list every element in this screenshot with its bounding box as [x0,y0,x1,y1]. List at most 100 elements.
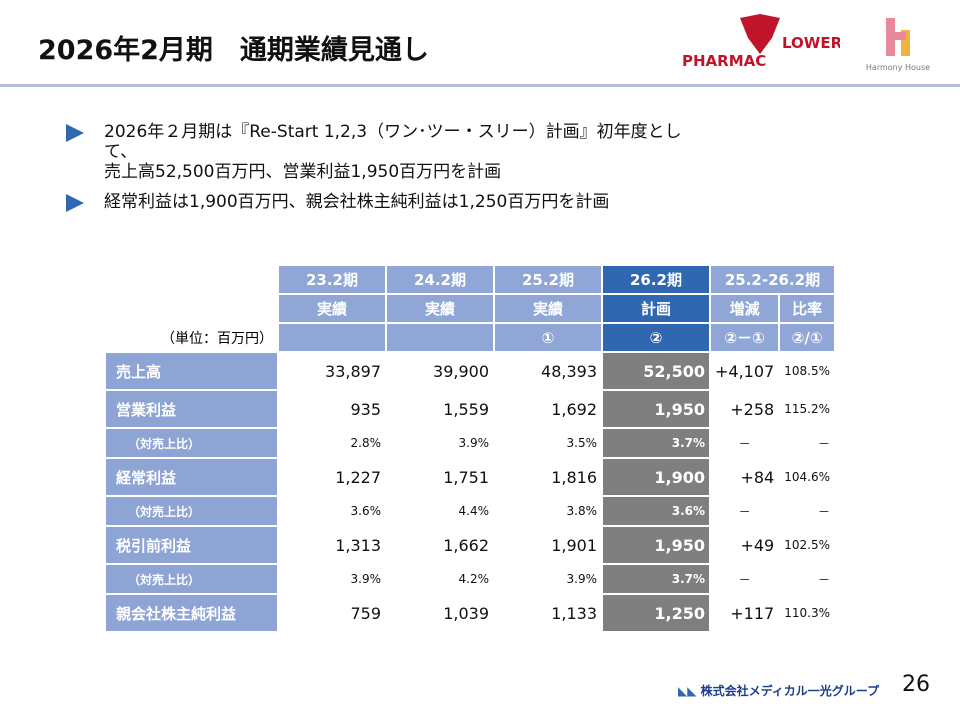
cell: 52,500 [603,353,709,389]
cell: 1,662 [443,535,489,555]
cell: 1,751 [443,467,489,487]
cell: 1,900 [603,459,709,495]
data-row: 親会社株主純利益 759 1,039 1,133 1,250 +117 110.3% [106,595,834,631]
cell: 1,950 [603,391,709,427]
logo-pharmaflower: PHARMAC LOWER [682,14,840,70]
blank [106,266,277,293]
data-row: 経常利益 1,227 1,751 1,816 1,900 +84 104.6% [106,459,834,495]
cell: － [738,504,751,519]
row-label: （対売上比） [106,429,277,457]
cell: 4.2% [458,572,490,586]
data-row: 営業利益 935 1,559 1,692 1,950 +258 115.2% [106,391,834,427]
cell: － [817,504,830,519]
cell: +258 [730,399,775,419]
cell: 1,039 [443,603,489,623]
period-header: 26.2期 [603,266,709,293]
row-label: 経常利益 [106,459,277,495]
cell: +4,107 [715,361,775,381]
cell: 1,901 [551,535,597,555]
data-row: 売上高 33,897 39,900 48,393 52,500 +4,107 108.5% [106,353,834,389]
kind-header: 実績 [279,295,385,322]
header-rule [0,84,960,87]
data-row: （対売上比） 2.8% 3.9% 3.5% 3.7% － － [106,429,834,457]
bullet-mark [64,192,90,219]
cell: 3.9% [350,572,382,586]
marker-header [387,324,493,351]
results-table: 23.2期 24.2期 25.2期 26.2期 25.2-26.2期 実績 実績 実績 計画 増減… [104,264,836,633]
data-row: （対売上比） 3.9% 4.2% 3.9% 3.7% － － [106,565,834,593]
cell: 1,250 [603,595,709,631]
cell: 935 [350,399,381,419]
title: 2026年2月期 通期業績見通し [38,35,429,66]
data-row: （対売上比） 3.6% 4.4% 3.8% 3.6% － － [106,497,834,525]
logo-harmony: Harmony House [866,18,930,72]
cell: +84 [740,467,775,487]
period-header: 24.2期 [387,266,493,293]
cell: 3.6% [350,504,382,518]
cell: 1,692 [551,399,597,419]
group-header: 25.2-26.2期 [711,266,834,293]
cell: 1,313 [335,535,381,555]
kind-header: 実績 [387,295,493,322]
header-row: （単位：百万円） ① ② ②－① ②/① [106,324,834,351]
cell: 3.6% [603,497,709,525]
cell: 1,227 [335,467,381,487]
period-header: 23.2期 [279,266,385,293]
row-label: 営業利益 [106,391,277,427]
bullet-line: 売上高52,500百万円、営業利益1,950百万円を計画 [104,162,502,182]
page-number: 26 [902,672,930,697]
marker-header: ① [495,324,601,351]
marker-header: ②－① [711,324,779,351]
cell: 102.5% [784,538,830,552]
bullet: 経常利益は1,900百万円、親会社株主純利益は1,250百万円を計画 [66,192,610,212]
logo-text: PHARMAC [682,52,766,70]
cell: 2.8% [350,436,382,450]
cell: 3.9% [458,436,490,450]
cell: 3.8% [566,504,598,518]
header-row: 23.2期 24.2期 25.2期 26.2期 25.2-26.2期 [106,266,834,293]
cell: 33,897 [325,361,381,381]
cell: 48,393 [541,361,597,381]
cell: 1,133 [551,603,597,623]
cell: － [738,436,751,451]
period-header: 25.2期 [495,266,601,293]
cell: 1,950 [603,527,709,563]
marker-header [279,324,385,351]
unit: （単位：百万円） [161,330,273,347]
cell: － [817,436,830,451]
kind-header: 増減 [711,295,779,322]
header-row: 実績 実績 実績 計画 増減 比率 [106,295,834,322]
cell: 1,816 [551,467,597,487]
cell: 4.4% [458,504,490,518]
logo-text: Harmony House [866,63,930,72]
row-label: 親会社株主純利益 [106,595,277,631]
bullet-line: 2026年２月期は『Re-Start 1,2,3（ワン･ツー・スリー）計画』初年… [104,122,682,142]
cell: 3.7% [603,565,709,593]
footer-logo: ◣◣ 株式会社メディカル一光グループ [678,684,880,698]
cell: 3.5% [566,436,598,450]
blank [106,295,277,322]
row-label: （対売上比） [106,565,277,593]
cell: － [738,572,751,587]
cell: +117 [730,603,775,623]
company: 株式会社メディカル一光グループ [700,684,880,698]
kind-header: 比率 [780,295,834,322]
cell: +49 [740,535,775,555]
cell: 39,900 [433,361,489,381]
bullet-line: て、 [104,142,138,162]
bullet-mark [64,122,90,149]
bullet-line: 経常利益は1,900百万円、親会社株主純利益は1,250百万円を計画 [104,192,610,212]
kind-header: 実績 [495,295,601,322]
cell: 1,559 [443,399,489,419]
row-label: 売上高 [106,353,277,389]
marker-header: ②/① [780,324,834,351]
kind-header: 計画 [603,295,709,322]
bullet: 2026年２月期は『Re-Start 1,2,3（ワン･ツー・スリー）計画』初年… [66,122,682,182]
cell: 110.3% [784,606,830,620]
row-label: 税引前利益 [106,527,277,563]
logo-text: LOWER [782,34,840,52]
data-row: 税引前利益 1,313 1,662 1,901 1,950 +49 102.5% [106,527,834,563]
row-label: （対売上比） [106,497,277,525]
cell: 3.7% [603,429,709,457]
